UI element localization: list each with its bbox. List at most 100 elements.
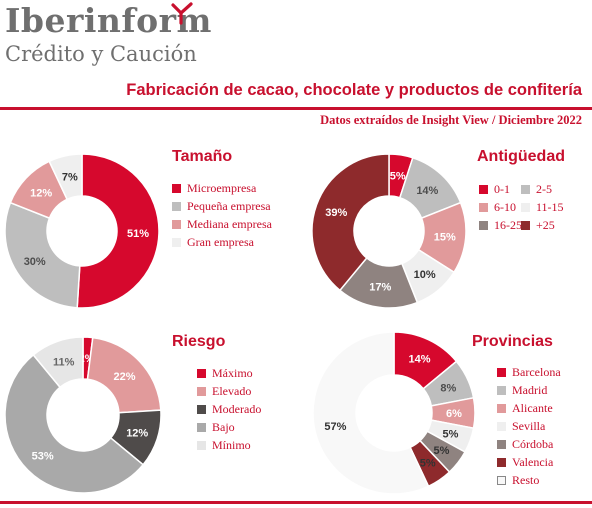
legend-label: Máximo	[212, 365, 253, 380]
legend-tamano: Microempresa Pequeña empresa Mediana empre…	[172, 179, 272, 251]
legend-label: 2-5	[536, 181, 552, 196]
slice-minimo	[32, 336, 84, 389]
report-title: Fabricación de cacao, chocolate y produc…	[126, 81, 582, 99]
legend-swatch	[172, 201, 181, 211]
legend-label: Pequeña empresa	[187, 198, 271, 213]
legend-swatch	[197, 386, 206, 396]
chart-title-provincias: Provincias	[472, 333, 553, 350]
slice-microempresa	[76, 153, 160, 309]
legend-label: 0-1	[494, 181, 510, 196]
donut-chart-antiguedad: 5% 14% 15% 10% 17% 39%	[311, 153, 467, 309]
brand-tagline: Crédito y Caución	[5, 42, 197, 66]
legend-item-moderado: Moderado	[197, 400, 261, 418]
data-label-mediana-empresa: 12%	[30, 188, 52, 200]
legend-swatch	[521, 184, 530, 194]
legend-swatch	[172, 183, 181, 193]
brand-mark-icon	[171, 2, 193, 25]
legend-riesgo: Máximo Elevado Moderado Bajo Mínimo	[197, 364, 261, 454]
legend-item-maximo: Máximo	[197, 364, 261, 382]
data-label-moderado: 12%	[126, 428, 148, 440]
legend-item-pequena-empresa: Pequeña empresa	[172, 197, 272, 215]
legend-swatch	[479, 184, 488, 194]
footer-divider	[0, 501, 592, 504]
legend-label: Córdoba	[512, 436, 554, 451]
legend-swatch	[497, 385, 506, 395]
data-label-6-10: 15%	[434, 231, 456, 243]
donut-chart-provincias: 14%8%6%5%5%5%57%	[312, 331, 476, 495]
data-label-pequena-empresa: 30%	[24, 256, 46, 268]
legend-label: Mínimo	[212, 437, 251, 452]
legend-swatch	[172, 219, 181, 229]
legend-swatch	[197, 422, 206, 432]
legend-label: Valencia	[512, 454, 554, 469]
legend-item-25: +25	[521, 216, 569, 234]
legend-swatch	[197, 404, 206, 414]
legend-swatch	[497, 439, 506, 449]
data-label-valencia: 5%	[420, 458, 436, 470]
legend-label: Sevilla	[512, 418, 546, 433]
data-label-bajo: 53%	[32, 450, 54, 462]
legend-label: Gran empresa	[187, 234, 254, 249]
slice-25	[311, 153, 390, 292]
legend-swatch	[497, 457, 506, 467]
legend-label: Alicante	[512, 400, 553, 415]
legend-swatch	[479, 202, 488, 212]
legend-label: 6-10	[494, 199, 516, 214]
legend-swatch	[497, 367, 506, 377]
legend-swatch	[521, 220, 530, 230]
legend-swatch	[197, 368, 206, 378]
header-divider	[0, 107, 592, 110]
legend-item-gran-empresa: Gran empresa	[172, 233, 272, 251]
legend-swatch	[497, 421, 506, 431]
legend-item-resto: Resto	[497, 471, 561, 489]
data-label-2-5: 14%	[416, 185, 438, 197]
chart-title-antiguedad: Antigüedad	[477, 148, 565, 165]
legend-item-cordoba: Córdoba	[497, 435, 561, 453]
legend-item-minimo: Mínimo	[197, 436, 261, 454]
data-label-11-15: 10%	[414, 269, 436, 281]
legend-item-0-1: 0-1	[479, 180, 521, 198]
legend-provincias: Barcelona Madrid Alicante Sevilla Córdoba Val…	[497, 363, 561, 489]
legend-item-bajo: Bajo	[197, 418, 261, 436]
legend-item-madrid: Madrid	[497, 381, 561, 399]
slice-bajo	[4, 353, 145, 494]
legend-label: Barcelona	[512, 364, 561, 379]
data-label-minimo: 11%	[53, 356, 75, 368]
legend-label: Microempresa	[187, 180, 257, 195]
data-label-gran-empresa: 7%	[62, 171, 78, 183]
legend-label: Elevado	[212, 383, 252, 398]
legend-label: +25	[536, 217, 555, 232]
legend-label: Bajo	[212, 419, 235, 434]
legend-item-alicante: Alicante	[497, 399, 561, 417]
legend-label: Madrid	[512, 382, 548, 397]
data-label-madrid: 8%	[440, 382, 456, 394]
legend-item-16-25: 16-25	[479, 216, 522, 234]
donut-chart-tamano: 51% 30% 12% 7%	[4, 153, 160, 309]
legend-item-2-5: 2-5	[521, 180, 569, 198]
legend-item-elevado: Elevado	[197, 382, 261, 400]
data-label-cordoba: 5%	[433, 445, 449, 457]
data-label-barcelona: 14%	[409, 354, 431, 366]
data-label-sevilla: 5%	[442, 428, 458, 440]
legend-label: Mediana empresa	[187, 216, 272, 231]
legend-item-6-10: 6-10	[479, 198, 521, 216]
legend-swatch	[172, 237, 181, 247]
legend-label: 11-15	[536, 199, 564, 214]
legend-item-sevilla: Sevilla	[497, 417, 561, 435]
chart-title-riesgo: Riesgo	[172, 333, 226, 350]
legend-item-11-15: 11-15	[521, 198, 569, 216]
slice-pequena-empresa	[4, 201, 81, 309]
data-label-microempresa: 51%	[127, 228, 149, 240]
data-label-alicante: 6%	[446, 408, 462, 420]
legend-swatch	[197, 440, 206, 450]
legend-label: 16-25	[494, 217, 522, 232]
data-label-16-25: 17%	[369, 281, 391, 293]
donut-chart-riesgo: 2%22%12%53%11%	[4, 336, 162, 494]
legend-swatch	[497, 403, 506, 413]
legend-swatch	[497, 475, 506, 485]
slice-gran-empresa	[48, 153, 83, 201]
chart-title-tamano: Tamaño	[172, 148, 233, 165]
report-subtitle: Datos extraídos de Insight View / Diciem…	[320, 113, 582, 127]
legend-swatch	[521, 202, 530, 212]
legend-label: Resto	[512, 472, 540, 487]
